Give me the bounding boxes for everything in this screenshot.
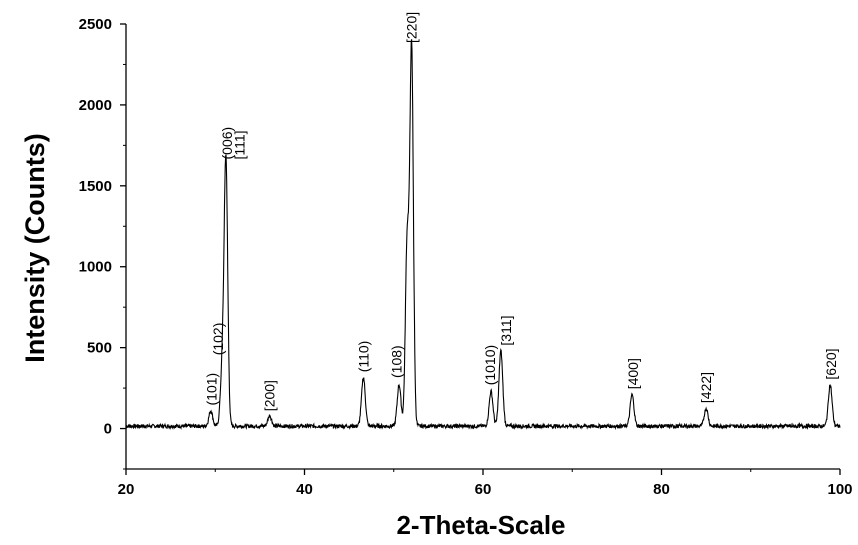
peak-label: [400] — [625, 358, 641, 389]
y-tick-label: 2000 — [79, 97, 112, 114]
peak-label: [200] — [262, 380, 278, 411]
x-tick-label: 40 — [296, 481, 313, 498]
x-tick-label: 60 — [475, 481, 492, 498]
y-tick-label: 0 — [104, 421, 112, 438]
x-axis-title: 2-Theta-Scale — [396, 510, 565, 540]
peak-label: [422] — [698, 372, 714, 403]
xrd-series-line — [125, 39, 841, 431]
y-tick-label: 2500 — [79, 16, 112, 33]
peak-annotations: (101) (102) (006)[111] [200] (110) (108) [220]… — [204, 12, 839, 411]
peak-label: (110) — [355, 341, 371, 373]
peak-label: [220] — [404, 12, 420, 43]
peak-label: [620] — [823, 348, 839, 379]
y-tick-label: 500 — [87, 340, 112, 357]
axes — [125, 24, 840, 470]
x-tick-label: 80 — [653, 481, 670, 498]
x-axis-ticks: 20 40 60 80 100 — [118, 469, 853, 498]
peak-label: (108) — [388, 345, 404, 378]
peak-label: [111] — [231, 130, 247, 159]
y-axis-ticks: 0 500 1000 1500 2000 2500 — [79, 16, 126, 470]
peak-label: [311] — [498, 315, 514, 345]
y-tick-label: 1500 — [79, 178, 112, 195]
peak-label: (102) — [210, 323, 226, 356]
y-tick-label: 1000 — [79, 259, 112, 276]
x-tick-label: 20 — [118, 481, 135, 498]
y-axis-title: Intensity (Counts) — [20, 133, 50, 363]
peak-label: (1010) — [482, 345, 498, 385]
peak-label: (101) — [204, 373, 220, 406]
x-tick-label: 100 — [827, 481, 852, 498]
peak-label: (006) — [219, 127, 235, 160]
